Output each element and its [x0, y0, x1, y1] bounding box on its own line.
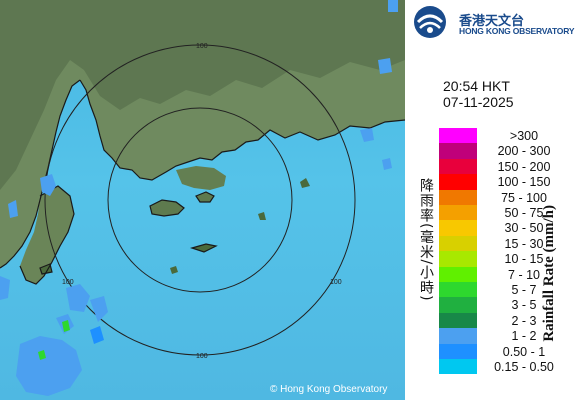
legend-label: 0.50 - 1 — [502, 344, 546, 359]
legend-swatch — [439, 220, 477, 236]
legend-label: 75 - 100 — [501, 190, 547, 205]
legend-label: 100 - 150 — [497, 175, 551, 190]
echo-light — [66, 284, 90, 312]
legend-label: 2 - 3 — [511, 313, 537, 328]
legend-swatch — [439, 235, 477, 252]
legend-label: 1 - 2 — [511, 329, 537, 344]
legend-label: 200 - 300 — [497, 144, 551, 159]
range-label-north: 100 — [196, 43, 208, 50]
echo-light — [16, 336, 82, 396]
legend-label: 5 - 7 — [511, 283, 537, 297]
kowloon-nt — [176, 166, 226, 190]
legend-swatch — [439, 158, 477, 175]
range-label-west: 100 — [62, 279, 74, 286]
echo-heavy — [38, 350, 46, 360]
legend-row: 0.50 - 1 — [439, 343, 569, 359]
legend-swatch — [439, 312, 477, 329]
legend-row: 150 - 200 — [439, 158, 569, 175]
range-label-east: 100 — [330, 279, 342, 286]
legend-row: 3 - 5 — [439, 297, 569, 313]
observation-date: 07-11-2025 — [443, 94, 514, 110]
echo-moderate — [90, 326, 104, 344]
legend-label: 15 - 30 — [504, 236, 544, 251]
island-ne — [300, 178, 310, 188]
legend-row: 0.15 - 0.50 — [439, 359, 569, 375]
legend-row: 5 - 7 — [439, 282, 569, 298]
legend-row: 200 - 300 — [439, 143, 569, 159]
legend-row: 15 - 30 — [439, 235, 569, 252]
legend-title-cn: 降雨率(毫米/小時) — [418, 178, 434, 302]
legend-row: 2 - 3 — [439, 312, 569, 329]
legend-row: 1 - 2 — [439, 328, 569, 344]
echo-light — [40, 174, 56, 196]
legend-label: >300 — [509, 129, 539, 143]
radar-map: 100 100 100 100 © Hong Kong Observatory — [0, 0, 405, 400]
logo-name-cn: 香港天文台 — [459, 14, 525, 29]
logo-name-en: HONG KONG OBSERVATORY — [459, 26, 575, 36]
echo-light — [0, 276, 10, 300]
legend-swatch — [439, 359, 477, 375]
radar-echoes — [0, 0, 398, 396]
legend-swatch — [439, 251, 477, 267]
radar-map-graphic: 100 100 100 100 — [0, 0, 405, 396]
western-peninsula — [20, 186, 74, 284]
range-ring-outer — [44, 44, 356, 356]
legend-label: 3 - 5 — [511, 298, 537, 313]
range-label-south: 100 — [196, 353, 208, 360]
legend-swatch — [439, 143, 477, 159]
legend-label: 0.15 - 0.50 — [494, 360, 554, 374]
copyright-notice: © Hong Kong Observatory — [270, 384, 388, 395]
legend-row: 50 - 75 — [439, 205, 569, 221]
legend-swatch — [439, 174, 477, 190]
legend-row: 30 - 50 — [439, 220, 569, 236]
legend-row: 10 - 15 — [439, 251, 569, 267]
range-ring-inner — [107, 107, 293, 293]
legend-swatch — [439, 205, 477, 221]
legend-label: 30 - 50 — [504, 221, 544, 236]
echo-light — [382, 158, 392, 170]
island-s — [170, 266, 178, 274]
island-e — [258, 212, 266, 220]
legend-swatch — [439, 266, 477, 282]
mainland-hills — [0, 0, 405, 190]
echo-light — [360, 128, 374, 142]
legend-label: 150 - 200 — [497, 159, 551, 174]
legend-label: 10 - 15 — [504, 252, 544, 267]
hko-logo-icon — [414, 6, 446, 38]
legend-row: 75 - 100 — [439, 189, 569, 205]
legend-swatch — [439, 128, 477, 144]
legend-row: 100 - 150 — [439, 174, 569, 190]
observation-time: 20:54 HKT — [443, 78, 510, 94]
legend-swatch — [439, 328, 477, 344]
legend-row: 7 - 10 — [439, 266, 569, 282]
legend-label: 50 - 75 — [504, 206, 544, 220]
legend-swatch — [439, 282, 477, 298]
lantau-island — [150, 200, 184, 216]
legend-swatch — [439, 343, 477, 359]
echo-light — [8, 200, 18, 218]
echo-light — [388, 0, 398, 12]
echo-heavy — [62, 320, 70, 332]
echo-light — [378, 58, 392, 74]
hko-logo: 香港天文台 HONG KONG OBSERVATORY — [412, 4, 577, 42]
legend-swatch — [439, 189, 477, 205]
legend-label: 7 - 10 — [508, 267, 540, 282]
echo-light — [90, 296, 108, 322]
legend-swatch — [439, 297, 477, 313]
legend-panel: 香港天文台 HONG KONG OBSERVATORY 20:54 HKT 07… — [405, 0, 577, 400]
radar-range-rings — [44, 44, 356, 356]
legend-row: >300 — [439, 128, 569, 144]
